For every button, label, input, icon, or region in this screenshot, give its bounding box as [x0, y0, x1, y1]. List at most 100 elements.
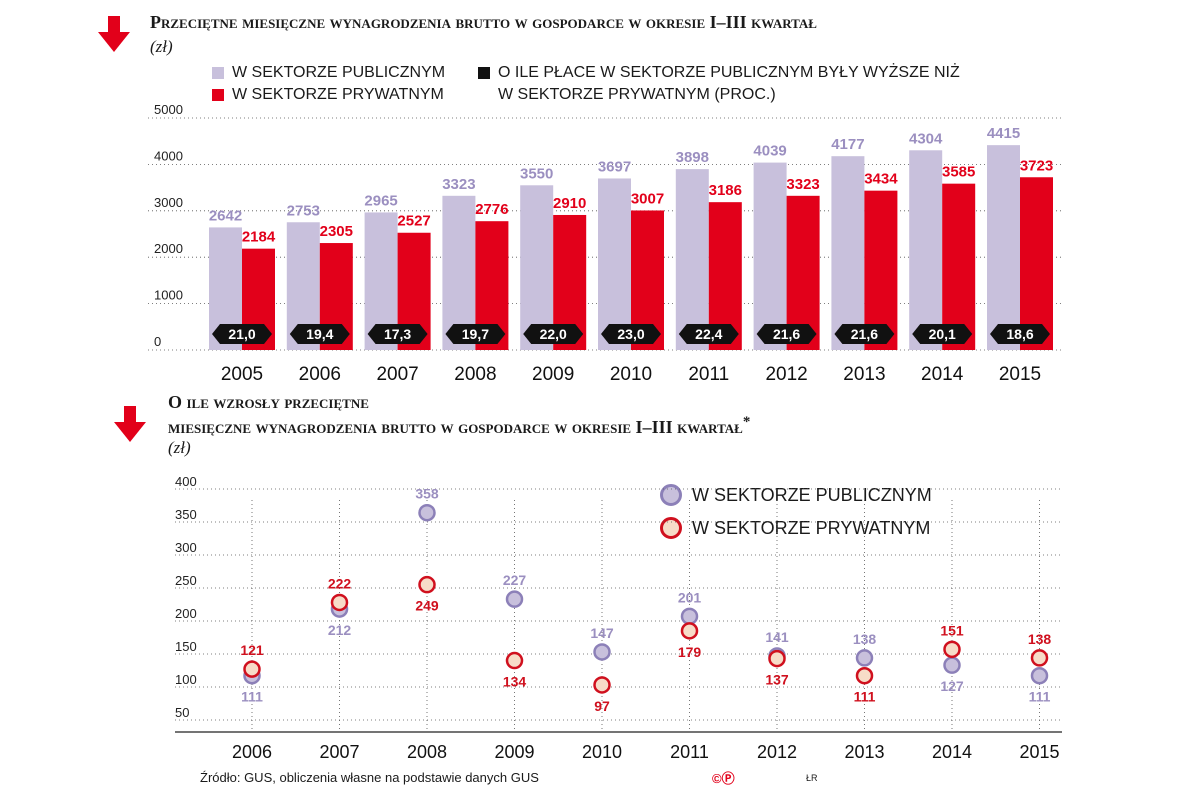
label-public-2005: 2642	[209, 207, 242, 224]
arrow-down-icon-2	[114, 406, 146, 442]
bar-public-2012	[753, 162, 787, 350]
source-note: Źródło: GUS, obliczenia własne na podsta…	[200, 770, 539, 785]
x-label-2015: 2015	[999, 364, 1041, 385]
label-public-2012: 4039	[753, 143, 786, 160]
x-label-2011: 2011	[688, 364, 729, 385]
diff-value-2011: 22,4	[695, 326, 722, 342]
bar-private-2013	[864, 190, 898, 350]
diff-value-2013: 21,6	[851, 326, 878, 342]
point-public-label-2008: 358	[415, 486, 439, 502]
scatter-x-label-2009: 2009	[494, 742, 534, 762]
scatter-y-tick-350: 350	[175, 507, 197, 522]
diff-badge-2013	[834, 324, 895, 344]
label-private-2015: 3723	[1020, 157, 1053, 174]
label-public-2013: 4177	[831, 136, 864, 153]
point-private-label-2013: 111	[854, 689, 876, 705]
scatter-y-tick-300: 300	[175, 540, 197, 555]
point-private-label-2006: 121	[240, 642, 264, 658]
point-public-2010	[593, 643, 611, 661]
legend-diff-label-1: O ILE PŁACE W SEKTORZE PUBLICZNYM BYŁY W…	[498, 64, 960, 81]
label-private-2014: 3585	[942, 164, 975, 181]
bar-public-2015	[987, 145, 1020, 350]
bar-public-2014	[909, 150, 943, 350]
diff-badge-2010	[601, 324, 661, 344]
legend-diff: O ILE PŁACE W SEKTORZE PUBLICZNYM BYŁY W…	[478, 64, 960, 82]
legend2-public: W SEKTORZE PUBLICZNYM	[660, 484, 932, 506]
scatter-y-tick-150: 150	[175, 639, 197, 654]
chart1-title: Przeciętne miesięczne wynagrodzenia brut…	[150, 12, 817, 32]
label-public-2015: 4415	[987, 125, 1020, 142]
copyright-mark: ©Ⓟ	[712, 771, 735, 786]
diff-badge-2007	[367, 324, 428, 344]
point-public-label-2013: 138	[853, 631, 877, 647]
bar-public-2011	[675, 169, 709, 350]
chart2-title-line1: O ile wzrosły przeciętne	[168, 392, 369, 412]
scatter-x-label-2007: 2007	[319, 742, 359, 762]
point-private-label-2010: 97	[594, 698, 610, 714]
bar-public-2009	[520, 185, 554, 350]
bar-private-2015	[1020, 177, 1053, 350]
point-private-2006	[243, 660, 261, 678]
legend-diff-swatch	[478, 67, 490, 79]
x-label-2005: 2005	[221, 364, 263, 385]
point-private-2009	[505, 651, 524, 670]
point-public-2015	[1030, 666, 1049, 685]
scatter-y-tick-100: 100	[175, 672, 197, 687]
label-private-2006: 2305	[320, 223, 353, 240]
diff-badge-2009	[523, 324, 584, 344]
diff-value-2006: 19,4	[306, 326, 333, 342]
chart2-title-line2-text: miesięczne wynagrodzenia brutto w gospod…	[168, 417, 743, 437]
chart2-title-mark: *	[742, 414, 751, 430]
bar-private-2014	[942, 183, 976, 350]
point-private-2015	[1030, 649, 1049, 667]
diff-value-2010: 23,0	[617, 326, 644, 342]
point-public-2014	[943, 656, 961, 674]
point-public-label-2014: 127	[940, 678, 964, 694]
scatter-y-tick-200: 200	[175, 606, 197, 621]
diff-badge-2011	[678, 324, 739, 344]
diff-value-2008: 19,7	[462, 326, 489, 342]
legend2-private-label: W SEKTORZE PRYWATNYM	[692, 517, 931, 538]
chart2-title-line2: miesięczne wynagrodzenia brutto w gospod…	[168, 414, 750, 438]
label-public-2010: 3697	[598, 158, 631, 175]
point-private-label-2014: 151	[940, 622, 964, 638]
y-tick-3000: 3000	[154, 195, 183, 210]
point-private-label-2011: 179	[678, 644, 702, 660]
point-private-2011	[680, 622, 699, 640]
legend-diff-label-2: W SEKTORZE PRYWATNYM (PROC.)	[498, 86, 776, 103]
point-private-2010	[593, 676, 611, 694]
label-public-2006: 2753	[287, 202, 320, 219]
scatter-x-label-2013: 2013	[844, 742, 884, 762]
bar-public-2010	[598, 178, 631, 350]
y-tick-4000: 4000	[154, 148, 183, 163]
scatter-x-label-2006: 2006	[232, 742, 272, 762]
x-label-2006: 2006	[299, 364, 341, 385]
diff-badge-2015	[990, 324, 1050, 344]
scatter-x-label-2010: 2010	[582, 742, 622, 762]
label-private-2009: 2910	[553, 195, 586, 212]
point-public-label-2009: 227	[503, 572, 527, 588]
point-public-label-2006: 111	[241, 689, 263, 705]
legend2-public-label: W SEKTORZE PUBLICZNYM	[692, 484, 932, 505]
label-private-2007: 2527	[397, 213, 430, 230]
diff-badge-2012	[756, 324, 817, 344]
point-public-label-2012: 141	[765, 629, 789, 645]
scatter-x-label-2011: 2011	[670, 742, 709, 762]
chart2-unit: (zł)	[168, 438, 191, 457]
scatter-x-label-2015: 2015	[1019, 742, 1059, 762]
point-public-label-2010: 147	[590, 625, 614, 641]
point-private-label-2015: 138	[1028, 631, 1052, 647]
point-private-2014	[943, 640, 961, 659]
label-private-2010: 3007	[631, 190, 664, 207]
diff-badge-2006	[289, 324, 350, 344]
x-label-2008: 2008	[454, 364, 496, 385]
diff-value-2012: 21,6	[773, 326, 800, 342]
author-initials: ŁR	[806, 773, 818, 783]
y-tick-2000: 2000	[154, 241, 183, 256]
diff-value-2007: 17,3	[384, 326, 411, 342]
scatter-y-tick-400: 400	[175, 474, 197, 489]
point-private-2007	[330, 593, 349, 612]
point-private-label-2008: 249	[415, 598, 439, 614]
scatter-x-label-2014: 2014	[932, 742, 972, 762]
